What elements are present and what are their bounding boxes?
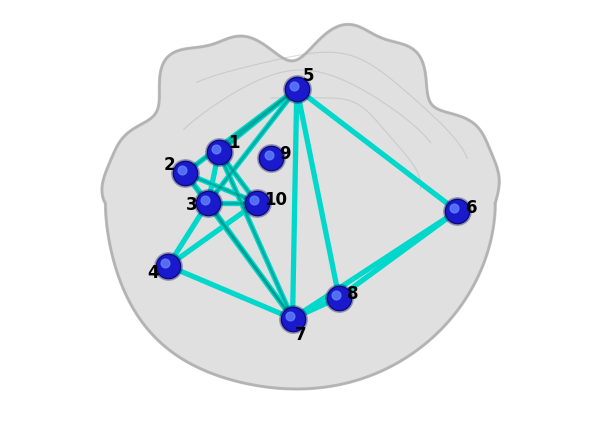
Point bbox=[267, 155, 276, 162]
Point bbox=[203, 199, 213, 206]
Point bbox=[203, 199, 213, 206]
Point bbox=[252, 199, 261, 206]
Text: 3: 3 bbox=[186, 196, 197, 214]
Text: 5: 5 bbox=[303, 67, 315, 85]
Point bbox=[249, 196, 258, 203]
Point bbox=[289, 82, 299, 89]
Point bbox=[292, 85, 302, 92]
Point bbox=[292, 85, 302, 92]
Point bbox=[334, 294, 344, 301]
Point bbox=[452, 208, 462, 214]
Text: 2: 2 bbox=[164, 157, 176, 174]
Point bbox=[252, 199, 261, 206]
Point bbox=[203, 199, 213, 206]
Point bbox=[288, 315, 297, 322]
Point bbox=[211, 146, 220, 152]
Text: 10: 10 bbox=[264, 192, 287, 209]
Text: 1: 1 bbox=[228, 134, 240, 151]
Text: 7: 7 bbox=[294, 326, 306, 344]
Point bbox=[177, 167, 187, 173]
Point bbox=[180, 170, 190, 176]
Point bbox=[267, 155, 276, 162]
Point bbox=[214, 149, 223, 155]
Point bbox=[288, 315, 297, 322]
Point bbox=[285, 312, 294, 319]
Text: 4: 4 bbox=[147, 265, 159, 282]
Polygon shape bbox=[102, 24, 499, 389]
Point bbox=[334, 294, 344, 301]
Point bbox=[292, 85, 302, 92]
Text: 9: 9 bbox=[279, 145, 291, 163]
Point bbox=[214, 149, 223, 155]
Point bbox=[214, 149, 223, 155]
Point bbox=[452, 208, 462, 214]
Point bbox=[163, 262, 173, 269]
Point bbox=[200, 196, 210, 203]
Point bbox=[160, 260, 170, 266]
Text: 6: 6 bbox=[465, 199, 477, 216]
Point bbox=[163, 262, 173, 269]
Point bbox=[288, 315, 297, 322]
Point bbox=[264, 152, 273, 159]
Point bbox=[334, 294, 344, 301]
Point bbox=[180, 170, 190, 176]
Point bbox=[163, 262, 173, 269]
Point bbox=[331, 291, 341, 298]
Point bbox=[267, 155, 276, 162]
Point bbox=[252, 199, 261, 206]
Text: 8: 8 bbox=[347, 285, 359, 303]
Point bbox=[449, 205, 459, 211]
Point bbox=[452, 208, 462, 214]
Point bbox=[180, 170, 190, 176]
Polygon shape bbox=[102, 24, 499, 389]
